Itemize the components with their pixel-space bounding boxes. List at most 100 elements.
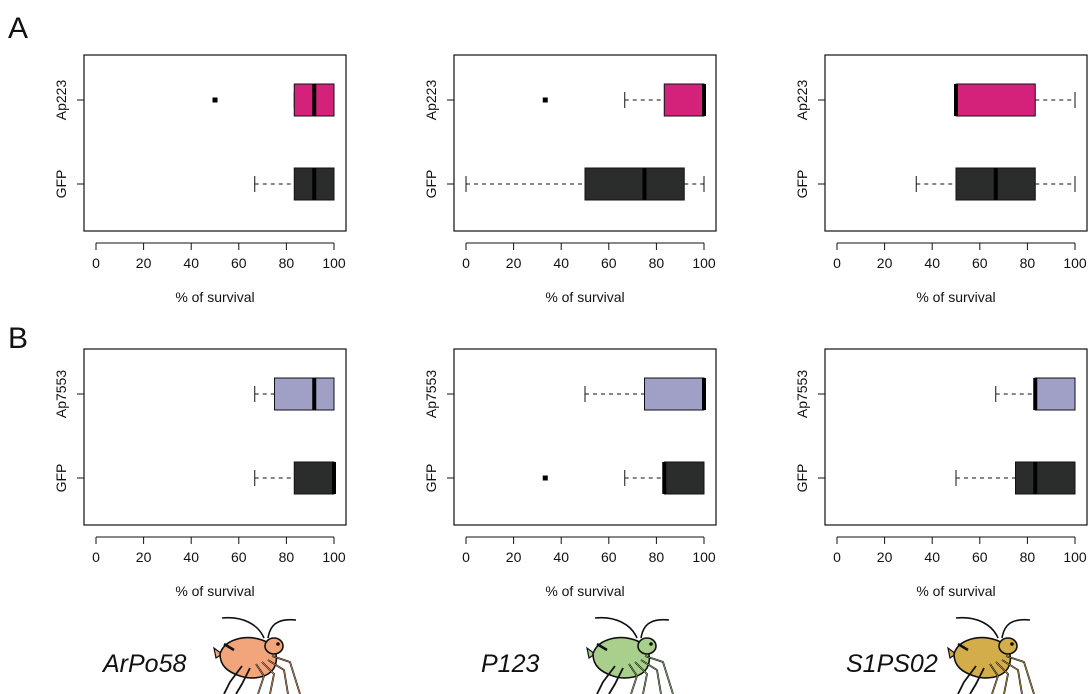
panel-b-p123-gfp-outlier xyxy=(543,476,548,481)
panel-b-s1ps02-ap7553-box xyxy=(1035,378,1075,410)
panel-a-s1ps02-plot-frame xyxy=(825,55,1087,231)
panel-a-p123-x-tick-label: 60 xyxy=(601,255,617,271)
panel-b-arpo58-x-tick-label: 20 xyxy=(136,549,152,565)
panel-a-arpo58-x-tick-label: 60 xyxy=(231,255,247,271)
panel-b-s1ps02-x-axis-title: % of survival xyxy=(916,583,995,599)
strain-label-p123: P123 xyxy=(481,650,539,678)
panel-a-arpo58-ap223-box-group xyxy=(213,84,335,116)
panel-a-s1ps02-gfp-box-group xyxy=(916,168,1075,200)
aphid-icon-p123 xyxy=(587,618,673,694)
panel-a-p123-y-tick-label-ap223: Ap223 xyxy=(423,80,439,121)
panel-b-s1ps02-gfp-box-group xyxy=(956,462,1075,494)
panel-b-s1ps02-y-tick-label-ap7553: Ap7553 xyxy=(794,370,810,418)
panel-a-s1ps02-x-tick-label: 60 xyxy=(972,255,988,271)
panel-b-s1ps02-x-tick-label: 60 xyxy=(972,549,988,565)
panel-a-p123-x-tick-label: 40 xyxy=(553,255,569,271)
panel-b-s1ps02: 0 20 40 60 80 100 % of survival Ap7553 GFP xyxy=(794,349,1087,599)
panel-a-p123-x-tick-label: 20 xyxy=(506,255,522,271)
panel-a-s1ps02-x-tick-label: 80 xyxy=(1020,255,1036,271)
panel-label-a: A xyxy=(8,12,28,45)
panel-a-s1ps02-y-tick-label-ap223: Ap223 xyxy=(794,80,810,121)
panel-b-p123-x-tick-label: 0 xyxy=(462,549,470,565)
panel-b-arpo58-y-tick-label-ap7553: Ap7553 xyxy=(53,370,69,418)
panel-b-p123-gfp-box-group xyxy=(543,462,704,494)
panel-a-p123-ap223-box xyxy=(664,84,704,116)
panel-b-p123-plot-frame xyxy=(454,349,716,525)
panel-b-p123-x-tick-label: 20 xyxy=(506,549,522,565)
panel-b-s1ps02-plot-frame xyxy=(825,349,1087,525)
panel-a-arpo58-y-tick-label-ap223: Ap223 xyxy=(53,80,69,121)
panel-b-arpo58-x-axis-title: % of survival xyxy=(175,583,254,599)
panel-a-arpo58-plot-frame xyxy=(84,55,346,231)
panel-b-p123-x-tick-label: 80 xyxy=(649,549,665,565)
panel-a-s1ps02-ap223-box-group xyxy=(956,84,1075,116)
panel-a-s1ps02-x-tick-label: 0 xyxy=(833,255,841,271)
panel-b-p123-ap7553-box-group xyxy=(585,378,704,410)
panel-b-s1ps02-x-tick-label: 40 xyxy=(924,549,940,565)
panel-b-arpo58-gfp-box-group xyxy=(255,462,334,494)
panel-b-arpo58-ap7553-box-group xyxy=(255,378,334,410)
panel-b-arpo58-x-tick-label: 40 xyxy=(183,549,199,565)
panel-b-p123-x-tick-label: 100 xyxy=(692,549,716,565)
panel-b-arpo58: 0 20 40 60 80 100 % of survival Ap7553 GFP xyxy=(53,349,346,599)
panel-a-arpo58-x-tick-label: 100 xyxy=(322,255,346,271)
panel-b-arpo58-x-tick-label: 0 xyxy=(92,549,100,565)
panel-a-s1ps02: 0 20 40 60 80 100 % of survival Ap223 GFP xyxy=(794,55,1087,305)
panel-a-p123-y-tick-label-gfp: GFP xyxy=(423,170,439,199)
panel-a-s1ps02-y-tick-label-gfp: GFP xyxy=(794,170,810,199)
aphid-icon-arpo58 xyxy=(214,618,300,694)
panel-a-p123-x-axis-title: % of survival xyxy=(545,289,624,305)
panel-a-s1ps02-x-axis-title: % of survival xyxy=(916,289,995,305)
panel-b-p123-y-tick-label-gfp: GFP xyxy=(423,464,439,493)
panel-a-p123-gfp-box-group xyxy=(466,168,704,200)
panel-a-arpo58-y-tick-label-gfp: GFP xyxy=(53,170,69,199)
panel-b-p123-ap7553-box xyxy=(645,378,705,410)
panel-b-s1ps02-x-tick-label: 100 xyxy=(1063,549,1087,565)
panel-b-p123-gfp-box xyxy=(664,462,704,494)
panel-b-arpo58-x-tick-label: 60 xyxy=(231,549,247,565)
strain-row: ArPo58 P123 S1PS02 xyxy=(101,618,1034,694)
panel-a-s1ps02-x-tick-label: 40 xyxy=(924,255,940,271)
panel-b-arpo58-y-tick-label-gfp: GFP xyxy=(53,464,69,493)
panel-b-s1ps02-x-tick-label: 20 xyxy=(877,549,893,565)
panel-a-arpo58-x-tick-label: 0 xyxy=(92,255,100,271)
panel-a-arpo58-x-tick-label: 40 xyxy=(183,255,199,271)
panel-a-p123-ap223-outlier xyxy=(543,98,548,103)
panel-b-p123-y-tick-label-ap7553: Ap7553 xyxy=(423,370,439,418)
panel-a-s1ps02-x-tick-label: 100 xyxy=(1063,255,1087,271)
panel-a-arpo58-ap223-outlier xyxy=(213,98,218,103)
panel-a-arpo58-x-tick-label: 20 xyxy=(136,255,152,271)
panel-b-arpo58-x-tick-label: 100 xyxy=(322,549,346,565)
panel-b-s1ps02-x-tick-label: 80 xyxy=(1020,549,1036,565)
panel-b-s1ps02-y-tick-label-gfp: GFP xyxy=(794,464,810,493)
panel-a-s1ps02-x-tick-label: 20 xyxy=(877,255,893,271)
aphid-icon-s1ps02 xyxy=(948,618,1034,694)
strain-label-s1ps02: S1PS02 xyxy=(846,650,938,678)
panel-b-arpo58-x-tick-label: 80 xyxy=(279,549,295,565)
panel-b-s1ps02-gfp-box xyxy=(1016,462,1076,494)
panel-b-p123: 0 20 40 60 80 100 % of survival Ap7553 GFP xyxy=(423,349,716,599)
panel-b-arpo58-ap7553-box xyxy=(275,378,335,410)
boxplot-grid: 0 20 40 60 80 100 % of survival Ap223 GFP 0 20 40 60… xyxy=(53,55,1087,599)
panel-a-p123-x-tick-label: 80 xyxy=(649,255,665,271)
panel-b-s1ps02-x-tick-label: 0 xyxy=(833,549,841,565)
panel-b-p123-x-tick-label: 60 xyxy=(601,549,617,565)
panel-a-p123-gfp-box xyxy=(585,168,684,200)
panel-b-p123-x-tick-label: 40 xyxy=(553,549,569,565)
panel-a-p123: 0 20 40 60 80 100 % of survival Ap223 GFP xyxy=(423,55,716,305)
panel-b-s1ps02-ap7553-box-group xyxy=(996,378,1075,410)
panel-a-p123-plot-frame xyxy=(454,55,716,231)
panel-b-arpo58-gfp-box xyxy=(294,462,334,494)
panel-a-arpo58: 0 20 40 60 80 100 % of survival Ap223 GFP xyxy=(53,55,346,305)
panel-a-arpo58-x-axis-title: % of survival xyxy=(175,289,254,305)
panel-b-p123-x-axis-title: % of survival xyxy=(545,583,624,599)
panel-a-p123-x-tick-label: 0 xyxy=(462,255,470,271)
panel-label-b: B xyxy=(8,322,28,355)
panel-a-arpo58-x-tick-label: 80 xyxy=(279,255,295,271)
panel-a-p123-x-tick-label: 100 xyxy=(692,255,716,271)
panel-a-s1ps02-ap223-box xyxy=(956,84,1035,116)
panel-b-arpo58-plot-frame xyxy=(84,349,346,525)
panel-a-p123-ap223-box-group xyxy=(543,84,704,116)
panel-a-arpo58-gfp-box-group xyxy=(255,168,334,200)
